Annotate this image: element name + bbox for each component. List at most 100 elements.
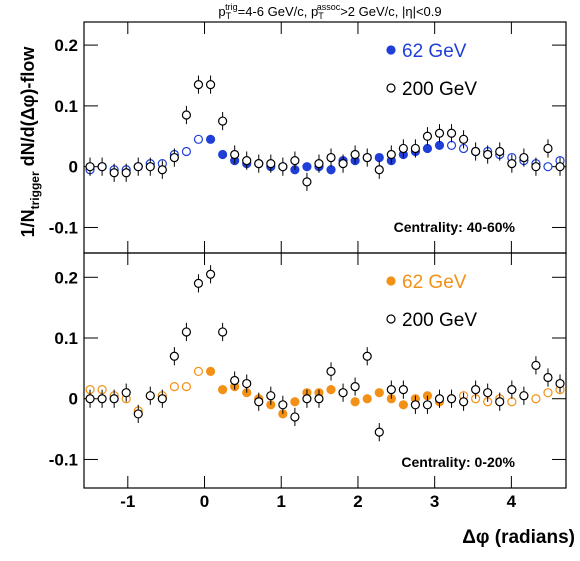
title-part: T <box>226 11 232 21</box>
data-point <box>205 366 216 377</box>
data-point <box>145 391 155 401</box>
data-point <box>507 385 517 395</box>
data-point <box>133 409 143 419</box>
ylabel-part: dN/d(Δφ)-flow <box>18 46 38 172</box>
title-part: assoc <box>317 2 341 12</box>
data-point <box>97 162 107 172</box>
y-tick-label: 0.1 <box>54 97 78 116</box>
data-point <box>109 394 119 404</box>
data-point <box>290 397 300 407</box>
data-point <box>109 168 119 178</box>
data-point <box>531 360 541 370</box>
data-point <box>471 385 481 395</box>
data-point <box>205 80 216 90</box>
data-point <box>434 394 445 404</box>
legend-label: 62 GeV <box>402 41 467 62</box>
data-point <box>218 327 228 337</box>
data-point <box>181 327 192 337</box>
legend-marker <box>386 45 396 55</box>
data-point <box>121 168 131 178</box>
data-point <box>326 152 336 163</box>
title-part: p <box>218 4 225 19</box>
data-point <box>314 159 324 169</box>
data-point <box>446 128 457 138</box>
y-tick-label: 0.2 <box>54 36 78 55</box>
y-tick-label: 0.2 <box>54 268 78 287</box>
data-point <box>121 388 131 398</box>
plot-frame <box>83 252 567 489</box>
x-axis-label: Δφ (radians) <box>462 527 575 548</box>
data-point <box>133 162 143 172</box>
data-point <box>374 427 384 437</box>
data-point <box>326 366 336 377</box>
data-point <box>169 381 179 392</box>
x-tick-label: 3 <box>430 492 439 511</box>
data-point <box>543 372 553 383</box>
legend-marker <box>386 83 396 93</box>
title-part: T <box>318 11 324 21</box>
data-point <box>97 394 107 404</box>
data-point <box>290 412 300 422</box>
data-point <box>495 146 505 157</box>
data-point <box>519 152 529 163</box>
data-point <box>338 388 348 398</box>
data-point <box>386 385 396 395</box>
data-point <box>543 162 553 172</box>
data-point <box>362 351 372 361</box>
data-point <box>181 110 192 120</box>
data-point <box>230 375 240 386</box>
data-point <box>242 378 252 389</box>
data-point <box>507 397 517 407</box>
data-point <box>193 134 204 144</box>
data-point <box>302 162 312 172</box>
data-point <box>302 394 312 404</box>
data-point <box>205 269 216 279</box>
data-point <box>193 278 204 288</box>
data-point <box>410 143 421 154</box>
ylabel-part: trigger <box>28 171 42 209</box>
y-axis-label: 1/Ntrigger dN/d(Δφ)-flow <box>18 46 42 238</box>
data-point <box>555 378 565 389</box>
title-part: =4-6 GeV/c, p <box>238 4 319 19</box>
data-point <box>507 159 517 169</box>
data-point <box>531 162 541 172</box>
annotation: Centrality: 0-20% <box>401 454 515 470</box>
y-tick-label: -0.1 <box>49 218 78 237</box>
data-point <box>218 385 228 395</box>
x-tick-label: 2 <box>353 492 362 511</box>
y-tick-label: -0.1 <box>49 450 78 469</box>
data-point <box>422 131 433 141</box>
x-tick-label: -1 <box>120 492 135 511</box>
data-point <box>254 397 264 407</box>
legend-label: 200 GeV <box>402 310 477 331</box>
data-point <box>302 177 312 187</box>
data-point <box>446 394 457 404</box>
data-point <box>193 366 204 377</box>
data-point <box>169 152 179 163</box>
title-part: >2 GeV/c, |η|<0.9 <box>340 4 441 19</box>
data-point <box>483 149 493 160</box>
data-point <box>338 159 348 169</box>
data-point <box>483 388 493 398</box>
y-tick-label: 0.1 <box>54 329 78 348</box>
data-point <box>519 391 529 401</box>
data-point <box>446 140 457 151</box>
data-point <box>422 143 433 154</box>
data-point <box>495 397 505 407</box>
data-point <box>266 159 276 169</box>
x-tick-label: 0 <box>200 492 209 511</box>
data-point <box>278 162 288 172</box>
data-point <box>398 143 408 154</box>
legend-marker <box>386 314 396 324</box>
x-tick-label: 4 <box>507 492 517 511</box>
data-point <box>218 149 228 160</box>
data-point <box>230 149 240 160</box>
data-point <box>314 394 324 404</box>
data-point <box>157 165 167 175</box>
data-point <box>362 152 372 163</box>
legend-label: 200 GeV <box>402 79 477 100</box>
x-tick-label: 1 <box>276 492 285 511</box>
data-point <box>326 385 336 395</box>
data-point <box>85 394 95 404</box>
data-point <box>242 156 252 166</box>
